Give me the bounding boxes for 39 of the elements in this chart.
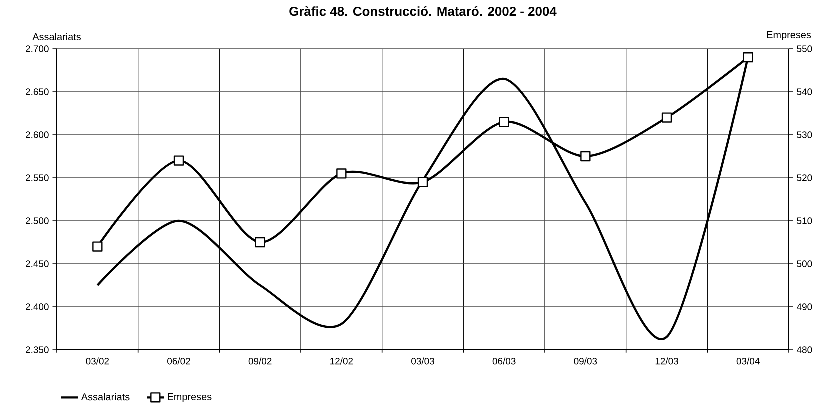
x-tick-label: 12/02 xyxy=(330,358,354,365)
point xyxy=(255,237,266,248)
y-tick-label: 2.700 xyxy=(26,46,49,52)
legend-label: Empreses xyxy=(168,393,212,402)
point xyxy=(174,156,184,166)
x-tick-label: 06/02 xyxy=(168,358,190,365)
y-tick-label: 2.650 xyxy=(26,88,49,96)
point xyxy=(743,52,754,63)
y2-tick-label: 500 xyxy=(797,260,812,268)
x-tick-label: 03/04 xyxy=(736,358,760,365)
y2-tick-label: 510 xyxy=(797,218,812,224)
y-tick-label: 2.350 xyxy=(26,346,49,354)
x-tick-label: 09/03 xyxy=(574,358,598,365)
chart-title: Gràfic 48. Construcció. Mataró. 2002 - 2004 xyxy=(290,6,557,16)
point xyxy=(499,117,510,128)
y2-axis-title: Empreses xyxy=(767,32,812,40)
point xyxy=(92,242,103,252)
y2-tick-label: 540 xyxy=(797,88,812,96)
y-tick-label: 2.450 xyxy=(26,260,49,268)
point xyxy=(662,112,672,123)
y-tick-label: 2.500 xyxy=(26,218,49,224)
x-tick-label: 09/02 xyxy=(248,358,272,365)
y2-tick-label: 530 xyxy=(797,132,812,138)
legend-label: Assalariats xyxy=(81,393,130,401)
point xyxy=(418,177,428,188)
x-tick-label: 03/02 xyxy=(86,358,110,365)
point xyxy=(336,168,347,179)
y-tick-label: 2.600 xyxy=(26,132,49,138)
x-tick-label: 12/03 xyxy=(656,358,678,365)
y2-tick-label: 520 xyxy=(797,174,812,182)
y2-tick-label: 480 xyxy=(796,346,812,354)
y2-tick-label: 550 xyxy=(797,46,812,52)
y-tick-label: 2.550 xyxy=(26,174,49,182)
y-tick-label: 2.400 xyxy=(26,304,49,310)
x-tick-label: 06/03 xyxy=(492,358,516,365)
y-axis-title: Assalariats xyxy=(32,33,81,40)
y2-tick-label: 490 xyxy=(796,304,812,310)
x-tick-label: 03/03 xyxy=(412,358,434,365)
point xyxy=(580,151,591,162)
